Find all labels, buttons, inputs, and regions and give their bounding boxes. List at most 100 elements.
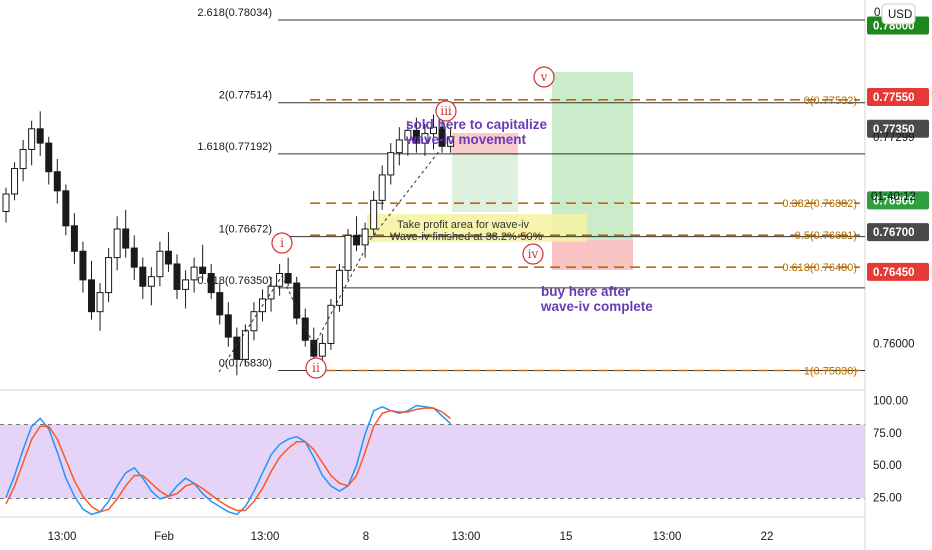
oscillator-tick: 75.00	[873, 428, 902, 440]
fib-retracement-label: 0.5(0.76681)	[795, 230, 857, 242]
wave-label: i	[280, 236, 284, 250]
candle-body	[430, 126, 437, 135]
time-axis[interactable]: 13:00 Feb 13:00 8 13:00 15 13:00 22	[48, 531, 774, 543]
currency-button[interactable]	[881, 3, 916, 25]
candle-body	[182, 279, 190, 290]
candle-body	[53, 171, 61, 192]
candle-body	[447, 136, 455, 147]
time-axis-tick: 15	[560, 531, 573, 543]
sold-note-line1[interactable]: sold here to capitalize	[406, 117, 548, 132]
wave-marker	[435, 100, 457, 122]
candle-body	[164, 250, 172, 265]
candle-body	[96, 292, 104, 313]
candle-body	[207, 273, 215, 294]
oscillator-axis: 100.00 75.00 50.00 25.00	[873, 395, 908, 504]
candle-body	[387, 152, 395, 176]
candle-body	[421, 133, 429, 144]
time-axis-tick: 13:00	[452, 531, 481, 543]
price-tag-label: 0.76700	[873, 227, 915, 239]
candle-body	[233, 336, 241, 360]
candle-body	[105, 257, 113, 294]
candle-body	[199, 266, 207, 275]
fib-retracement-label: 0.382(0.76882)	[782, 198, 857, 210]
price-axis[interactable]: 0.780000.775500.773500.772990.769000.767…	[867, 16, 929, 350]
time-axis-tick: 8	[363, 531, 369, 543]
take-profit-box[interactable]	[367, 214, 587, 242]
price-tag	[867, 191, 929, 210]
candle-body	[19, 148, 27, 170]
take-profit-note-line1[interactable]: Take profit area for wave-iv	[397, 219, 530, 231]
fib-retracement-label: 0.618(0.76480)	[782, 262, 857, 274]
candle-body	[241, 330, 249, 360]
oscillator-tick: 100.00	[873, 395, 908, 407]
candle-body	[267, 285, 275, 300]
time-axis-tick: 13:00	[251, 531, 280, 543]
time-axis-tick: Feb	[154, 531, 174, 543]
oscillator-group	[5, 404, 452, 516]
candle-body	[130, 247, 138, 268]
time-axis-tick: 13:00	[653, 531, 682, 543]
buy-note-line2[interactable]: wave-iv complete	[540, 299, 653, 314]
time-axis-tick: 22	[761, 531, 774, 543]
price-tag	[867, 119, 929, 138]
candle-body	[395, 139, 403, 154]
candle-body	[327, 304, 335, 344]
candle-body	[353, 234, 361, 246]
candle-body	[139, 266, 147, 287]
price-tag-label: 0.77350	[873, 124, 915, 136]
candle-body	[156, 250, 164, 278]
fib-extension-label: 1.618(0.77192)	[197, 141, 272, 153]
wave-marker	[271, 232, 293, 254]
corner-label: 0	[874, 7, 880, 19]
oscillator-line	[5, 404, 452, 516]
oscillator-tick: 25.00	[873, 493, 902, 505]
candle-body	[361, 228, 369, 246]
fib-retracement-group[interactable]: 0(0.77532) 0.382(0.76882) 0.5(0.76681) 0.61…	[310, 95, 860, 378]
sold-note-line2[interactable]: wave-iv movement	[405, 132, 527, 147]
candle-body	[284, 273, 292, 284]
wave-label: v	[540, 70, 548, 84]
oscillator-line	[5, 407, 452, 513]
candle-body	[113, 228, 121, 259]
time-axis-tick: 13:00	[48, 531, 77, 543]
short-target-zone[interactable]	[452, 154, 518, 212]
stop-zone[interactable]	[552, 240, 633, 270]
fib-extension-label: 0.618(0.76350)	[197, 275, 272, 287]
candle-body	[224, 314, 232, 338]
candle-body	[36, 128, 44, 144]
price-tag-label: 0.76900	[873, 195, 915, 207]
oscillator-band	[0, 424, 865, 499]
price-axis-tick: 0.76000	[873, 338, 915, 350]
candle-body	[293, 282, 301, 319]
currency-label: USD	[888, 9, 912, 21]
candles-group	[2, 111, 455, 376]
fib-extension-label: 2.618(0.78034)	[197, 7, 272, 19]
candle-body	[438, 126, 446, 147]
candle-body	[122, 228, 130, 249]
price-tag	[867, 223, 929, 242]
candle-body	[310, 339, 318, 357]
wave-marker	[522, 243, 544, 265]
candle-body	[88, 279, 95, 313]
wave-path	[218, 149, 441, 373]
buy-note-line1[interactable]: buy here after	[541, 284, 631, 299]
candle-body	[318, 342, 326, 357]
fib-extension-group[interactable]: 2.618(0.78034) 2(0.77514) 1.618(0.77192) 1(…	[197, 7, 865, 372]
wave-label: iii	[440, 104, 452, 118]
candle-body	[173, 263, 181, 290]
candle-body	[378, 174, 386, 201]
candle-body	[370, 199, 378, 230]
candle-body	[216, 292, 224, 316]
candle-body	[404, 129, 412, 141]
price-tag	[867, 88, 929, 106]
candle-body	[344, 234, 352, 271]
short-stop-zone[interactable]	[452, 133, 518, 154]
take-profit-note-line2[interactable]: Wave-iv finished at 38.2%-50%	[390, 231, 543, 243]
candle-body	[28, 128, 36, 150]
price-tag-label: 0.77550	[873, 92, 915, 104]
candle-body	[412, 129, 420, 144]
candle-body	[335, 269, 343, 306]
price-tag-label: 0.76450	[873, 267, 915, 279]
